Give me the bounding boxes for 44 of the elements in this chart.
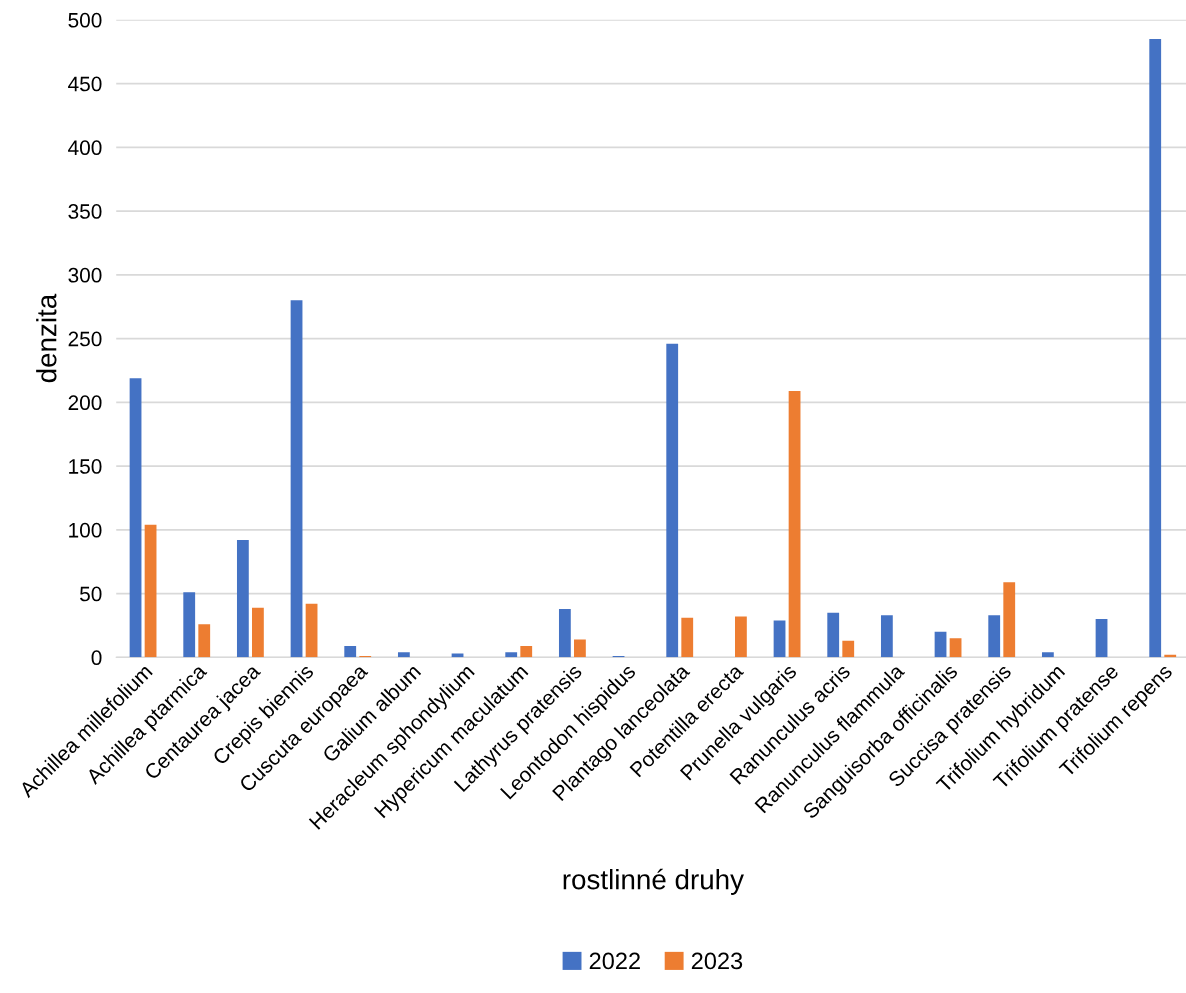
y-tick-label: 350 <box>68 204 102 219</box>
bar <box>988 615 1001 658</box>
legend-label: 2023 <box>691 952 743 970</box>
bar <box>666 343 679 658</box>
bar <box>558 608 571 658</box>
y-tick-label: 150 <box>69 459 102 474</box>
bar <box>129 378 142 658</box>
bar <box>344 645 357 658</box>
bar <box>290 300 303 658</box>
y-tick-label: 50 <box>80 586 102 602</box>
bar <box>934 631 947 658</box>
y-tick-label: 450 <box>68 76 102 92</box>
bar <box>1095 619 1108 658</box>
y-tick-label: 0 <box>91 650 102 666</box>
bar <box>252 607 264 658</box>
bar <box>520 645 533 658</box>
bar <box>880 615 893 658</box>
x-axis-title: rostlinné druhy <box>563 868 744 895</box>
bar <box>773 620 786 658</box>
y-tick-label: 400 <box>68 140 102 156</box>
bar <box>788 390 801 658</box>
y-tick-label: 100 <box>69 522 102 538</box>
bar <box>505 652 518 658</box>
bar <box>574 639 586 658</box>
bar <box>198 624 211 658</box>
bar <box>681 617 694 658</box>
bar <box>236 540 249 658</box>
y-tick-label: 250 <box>68 331 102 347</box>
bar <box>827 612 840 658</box>
y-tick-label: 500 <box>68 12 102 28</box>
bar <box>1041 652 1054 658</box>
bar <box>144 524 157 658</box>
bar <box>305 603 318 658</box>
bar <box>735 616 747 658</box>
legend-label: 2022 <box>589 952 640 970</box>
bar <box>842 640 855 658</box>
bar <box>183 592 196 658</box>
bar <box>949 638 962 658</box>
y-axis-title: denzita <box>36 293 57 383</box>
bar <box>397 652 410 658</box>
y-tick-label: 200 <box>68 395 102 411</box>
y-tick-label: 300 <box>68 267 102 283</box>
bar <box>1149 38 1162 658</box>
bar <box>1003 582 1016 658</box>
